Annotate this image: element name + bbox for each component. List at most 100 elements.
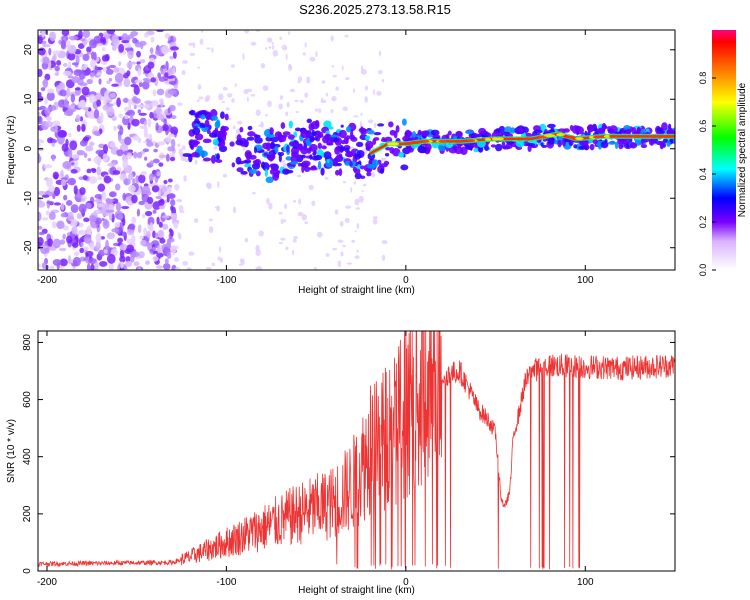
- spectrogram-blob: [106, 232, 116, 240]
- spectrogram-blob: [100, 96, 106, 101]
- spectrogram-blob: [69, 140, 78, 151]
- spectrogram-blob: [296, 174, 302, 178]
- spectrogram-blob: [405, 130, 409, 140]
- spectrogram-blob: [53, 186, 61, 197]
- spectrogram-blob: [87, 157, 92, 162]
- spectrogram-blob: [380, 138, 388, 142]
- spectrogram-blob: [114, 221, 121, 228]
- spectrogram-blob: [45, 210, 50, 216]
- spectrogram-blob: [346, 135, 350, 141]
- ridge-hotspot: [447, 139, 456, 143]
- spectrogram-blob: [328, 126, 334, 130]
- spectrogram-blob: [45, 115, 52, 121]
- spectrogram-blob: [285, 111, 289, 117]
- spectrogram-blob: [358, 195, 364, 203]
- spectrogram-blob: [109, 141, 116, 148]
- spectrogram-blob: [67, 132, 72, 138]
- spectrogram-blob: [294, 127, 302, 132]
- spectrogram-blob: [169, 56, 174, 60]
- spectrogram-blob: [163, 263, 171, 270]
- spectrogram-blob: [366, 129, 375, 135]
- spectrogram-blob: [118, 43, 125, 53]
- spectrogram-blob: [95, 233, 102, 243]
- spectrogram-blob: [490, 144, 497, 148]
- spectrogram-blob: [309, 135, 315, 143]
- spectrogram-blob: [297, 143, 303, 151]
- spectrogram-blob: [131, 118, 140, 127]
- spectrogram-blob: [152, 255, 159, 262]
- spectrogram-blob: [252, 159, 260, 164]
- spectrogram-blob: [388, 121, 394, 128]
- spectrogram-blob: [161, 45, 169, 55]
- y-axis-label: SNR (10 * v/v): [6, 419, 17, 483]
- spectrogram-blob: [86, 263, 91, 270]
- spectrogram-blob: [140, 171, 147, 176]
- spectrogram-blob: [227, 93, 233, 98]
- spectrogram-blob: [144, 100, 153, 105]
- y-tick-label: 400: [22, 448, 33, 465]
- spectrogram-blob: [216, 205, 221, 212]
- spectrogram-blob: [111, 83, 119, 87]
- spectrogram-blob: [81, 64, 88, 71]
- ridge-hotspot: [632, 134, 643, 138]
- y-tick-label: 20: [23, 44, 34, 56]
- spectrogram-blob: [125, 260, 133, 267]
- spectrogram-blob: [56, 220, 65, 230]
- spectrogram-blob: [155, 195, 162, 200]
- spectrogram-blob: [154, 232, 159, 240]
- spectrogram-blob: [268, 202, 273, 210]
- spectrogram-blob: [170, 205, 174, 212]
- spectrogram-blob: [121, 205, 130, 210]
- spectrogram-blob: [144, 156, 148, 161]
- spectrogram-blob: [38, 143, 42, 147]
- spectrogram-blob: [38, 237, 44, 246]
- spectrogram-blob: [130, 83, 139, 88]
- spectrogram-blob: [69, 35, 78, 41]
- spectrogram-blob: [262, 85, 269, 92]
- spectrogram-blob: [91, 168, 97, 173]
- spectrogram-blob: [67, 75, 74, 79]
- spectrogram-blob: [105, 239, 109, 250]
- spectrogram-blob: [90, 263, 95, 270]
- ridge-hotspot: [661, 134, 670, 138]
- spectrogram-blob: [236, 121, 243, 125]
- spectrogram-blob: [194, 133, 204, 141]
- spectrogram-blob: [131, 251, 140, 258]
- spectrogram-blob: [153, 148, 158, 153]
- spectrogram-blob: [115, 202, 122, 212]
- spectrogram-blob: [183, 175, 187, 182]
- spectrogram-blob: [157, 72, 161, 79]
- spectrogram-blob: [133, 85, 140, 96]
- spectrogram-blob: [218, 246, 222, 253]
- spectrogram-blob: [88, 214, 97, 223]
- spectrogram-blob: [190, 152, 200, 158]
- colorbar-label: Normalized spectral amplitude: [737, 82, 748, 217]
- spectrogram-blob: [316, 231, 323, 238]
- spectrogram-blob: [336, 162, 342, 167]
- spectrogram-blob: [124, 115, 129, 120]
- spectrogram-blob: [379, 163, 388, 168]
- spectrogram-blob: [147, 61, 155, 69]
- spectrogram-blob: [158, 162, 164, 167]
- ridge-hotspot: [390, 142, 400, 146]
- spectrogram-blob: [277, 152, 281, 156]
- spectrogram-blob: [380, 168, 385, 174]
- spectrogram-blob: [229, 141, 235, 147]
- spectrogram-blob: [197, 66, 201, 69]
- spectrogram-blob: [89, 72, 95, 78]
- spectrogram-blob: [44, 107, 51, 116]
- spectrogram-blob: [101, 190, 107, 201]
- spectrogram-blob: [38, 36, 43, 45]
- x-axis-label: Height of straight line (km): [298, 285, 415, 296]
- spectrogram-blob: [150, 77, 157, 83]
- spectrogram-blob: [389, 147, 395, 154]
- spectrogram-blob: [159, 238, 166, 244]
- spectrogram-blob: [331, 65, 335, 68]
- spectrogram-blob: [95, 209, 101, 214]
- spectrogram-blob: [66, 235, 73, 244]
- ridge-hotspot: [556, 133, 565, 137]
- spectrogram-blob: [116, 149, 124, 157]
- spectrogram-blob: [152, 158, 160, 164]
- spectrogram-blob: [80, 38, 85, 42]
- spectrogram-blob: [225, 107, 230, 111]
